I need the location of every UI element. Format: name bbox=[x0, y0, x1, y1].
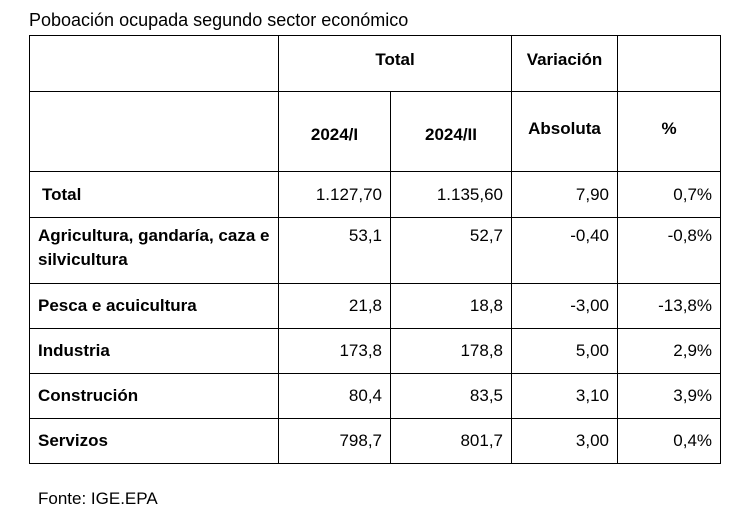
table-row: Industria 173,8 178,8 5,00 2,9% bbox=[29, 328, 722, 374]
cell-2024-ii: 1.135,60 bbox=[389, 171, 513, 218]
row-label: Construción bbox=[29, 373, 279, 419]
cell-percent: -13,8% bbox=[617, 283, 722, 329]
cell-absolute: -3,00 bbox=[511, 283, 619, 329]
header-variation: Variación bbox=[511, 35, 619, 92]
cell-percent: 0,7% bbox=[617, 171, 722, 218]
cell-absolute: 7,90 bbox=[511, 171, 619, 218]
source-note: Fonte: IGE.EPA bbox=[38, 489, 158, 508]
row-label: Servizos bbox=[29, 418, 279, 464]
cell-2024-i: 173,8 bbox=[278, 328, 391, 374]
cell-percent: 3,9% bbox=[617, 373, 722, 419]
cell-2024-i: 80,4 bbox=[278, 373, 391, 419]
header-total: Total bbox=[277, 35, 513, 92]
header-empty-cell bbox=[29, 91, 279, 172]
employment-table: Total Variación 2024/I 2024/II Absoluta … bbox=[29, 35, 722, 464]
header-absolute: Absoluta bbox=[511, 91, 619, 172]
cell-2024-i: 798,7 bbox=[278, 418, 391, 464]
cell-percent: 2,9% bbox=[617, 328, 722, 374]
header-percent: % bbox=[617, 91, 722, 172]
cell-2024-i: 53,1 bbox=[278, 217, 391, 284]
cell-2024-ii: 801,7 bbox=[389, 418, 513, 464]
cell-percent: 0,4% bbox=[617, 418, 722, 464]
cell-2024-i: 1.127,70 bbox=[278, 171, 391, 218]
cell-absolute: -0,40 bbox=[511, 217, 619, 284]
row-label: Pesca e acuicultura bbox=[29, 283, 279, 329]
cell-2024-ii: 178,8 bbox=[389, 328, 513, 374]
table-row: Pesca e acuicultura 21,8 18,8 -3,00 -13,… bbox=[29, 283, 722, 329]
cell-absolute: 3,10 bbox=[511, 373, 619, 419]
cell-percent: -0,8% bbox=[617, 217, 722, 284]
row-label: Industria bbox=[29, 328, 279, 374]
cell-absolute: 3,00 bbox=[511, 418, 619, 464]
header-period-2: 2024/II bbox=[389, 91, 513, 172]
table-caption: Poboación ocupada segundo sector económi… bbox=[29, 10, 409, 30]
cell-2024-ii: 83,5 bbox=[389, 373, 513, 419]
cell-2024-ii: 52,7 bbox=[389, 217, 513, 284]
header-row-top: Total Variación bbox=[29, 35, 722, 92]
header-empty-cell bbox=[29, 35, 279, 92]
cell-2024-ii: 18,8 bbox=[389, 283, 513, 329]
table-row: Construción 80,4 83,5 3,10 3,9% bbox=[29, 373, 722, 419]
row-label: Agricultura, gandaría, caza e silvicultu… bbox=[29, 217, 279, 284]
table-row: Servizos 798,7 801,7 3,00 0,4% bbox=[29, 418, 722, 464]
header-empty-cell bbox=[617, 35, 722, 92]
header-row-sub: 2024/I 2024/II Absoluta % bbox=[29, 91, 722, 172]
table-row: Total 1.127,70 1.135,60 7,90 0,7% bbox=[29, 171, 722, 218]
cell-2024-i: 21,8 bbox=[278, 283, 391, 329]
cell-absolute: 5,00 bbox=[511, 328, 619, 374]
header-period-1: 2024/I bbox=[278, 91, 391, 172]
table-row: Agricultura, gandaría, caza e silvicultu… bbox=[29, 217, 722, 284]
row-label: Total bbox=[29, 171, 279, 218]
